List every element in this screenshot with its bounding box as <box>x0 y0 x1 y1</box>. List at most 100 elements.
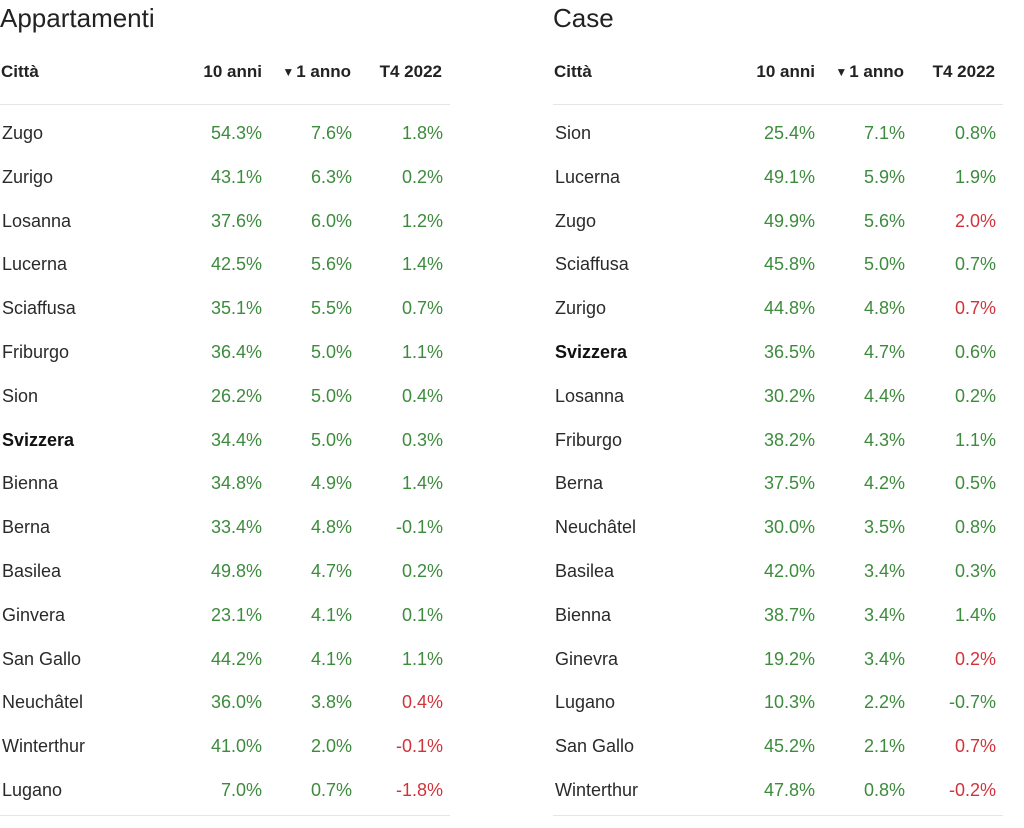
cell-city: Bienna <box>555 604 612 625</box>
cell-1-year: 4.7% <box>310 560 352 581</box>
cell-1-year: 5.0% <box>310 429 352 450</box>
cell-q4-2022: 1.8% <box>401 123 443 143</box>
column-header-q4-2022[interactable]: T4 2022 <box>379 62 442 81</box>
cell-city: Sion <box>2 385 39 406</box>
cell-city: Losanna <box>555 385 625 406</box>
cell-city: Lugano <box>555 692 616 713</box>
cell-q4-2022: 1.2% <box>401 210 443 231</box>
column-header-q4-2022[interactable]: T4 2022 <box>932 62 995 81</box>
table-bottom-divider <box>553 814 1003 816</box>
cell-q4-2022: -0.1% <box>395 517 443 538</box>
cell-1-year: 2.2% <box>863 692 905 713</box>
column-header-1-year[interactable]: ▼ 1 anno <box>835 62 904 82</box>
cell-city: Basilea <box>2 560 62 581</box>
table-body: Sion 25.4% 7.1% 0.8% Lucerna 49.1% 5.9% 1.9% Zug… <box>553 113 1003 816</box>
cell-1-year: 6.0% <box>310 210 352 231</box>
table-row: Berna 37.5% 4.2% 0.5% <box>553 463 1003 507</box>
cell-10-years: 36.4% <box>210 341 262 362</box>
cell-q4-2022: 0.1% <box>401 604 443 625</box>
cell-10-years: 7.0% <box>220 779 262 800</box>
cell-10-years: 34.8% <box>210 473 262 494</box>
cell-10-years: 38.2% <box>763 429 815 450</box>
table-row: Basilea 42.0% 3.4% 0.3% <box>553 551 1003 595</box>
table-row: Sion 25.4% 7.1% 0.8% <box>553 113 1003 157</box>
column-header-10-years[interactable]: 10 anni <box>203 62 262 81</box>
cell-city: Zugo <box>555 210 597 231</box>
table-row: Sciaffusa 35.1% 5.5% 0.7% <box>0 288 450 332</box>
cell-city: Lucerna <box>2 254 68 275</box>
cell-q4-2022: 0.7% <box>401 298 443 319</box>
cell-q4-2022: 1.4% <box>401 254 443 275</box>
cell-10-years: 10.3% <box>763 692 815 713</box>
cell-city: Bienna <box>2 473 59 494</box>
cell-1-year: 4.8% <box>310 517 352 538</box>
cell-10-years: 43.1% <box>210 166 262 187</box>
cell-q4-2022: 1.9% <box>954 166 996 187</box>
cell-10-years: 30.2% <box>763 385 815 406</box>
column-header-10-years[interactable]: 10 anni <box>756 62 815 81</box>
column-header-label: 1 anno <box>849 62 904 81</box>
cell-1-year: 2.0% <box>310 736 352 757</box>
cell-q4-2022: 0.2% <box>954 385 996 406</box>
cell-10-years: 26.2% <box>210 385 262 406</box>
cell-10-years: 54.3% <box>210 123 262 143</box>
cell-1-year: 4.7% <box>863 341 905 362</box>
panel-title: Case <box>553 3 614 33</box>
cell-1-year: 6.3% <box>310 166 352 187</box>
cell-city: Winterthur <box>555 779 639 800</box>
cell-10-years: 49.9% <box>763 210 815 231</box>
cell-10-years: 41.0% <box>210 736 262 757</box>
cell-city: Neuchâtel <box>555 517 637 538</box>
cell-q4-2022: 1.1% <box>954 429 996 450</box>
cell-1-year: 3.5% <box>863 517 905 538</box>
table-row: Friburgo 38.2% 4.3% 1.1% <box>553 420 1003 464</box>
cell-1-year: 7.1% <box>863 123 905 143</box>
cell-10-years: 42.0% <box>763 560 815 581</box>
table-row: Winterthur 47.8% 0.8% -0.2% <box>553 770 1003 814</box>
cell-10-years: 45.8% <box>763 254 815 275</box>
cell-10-years: 44.2% <box>210 648 262 669</box>
panel-title: Appartamenti <box>0 3 155 33</box>
cell-city: Berna <box>2 517 51 538</box>
table-row: Lucerna 42.5% 5.6% 1.4% <box>0 244 450 288</box>
cell-city: Zurigo <box>555 298 607 319</box>
cell-1-year: 5.6% <box>863 210 905 231</box>
cell-city: Sciaffusa <box>555 254 629 275</box>
cell-1-year: 4.8% <box>863 298 905 319</box>
cell-10-years: 23.1% <box>210 604 262 625</box>
cell-1-year: 5.0% <box>310 341 352 362</box>
cell-city: Friburgo <box>555 429 623 450</box>
cell-10-years: 42.5% <box>210 254 262 275</box>
table-row: Zugo 49.9% 5.6% 2.0% <box>553 201 1003 245</box>
cell-1-year: 0.7% <box>310 779 352 800</box>
column-header-label: 1 anno <box>296 62 351 81</box>
table-row: Bienna 38.7% 3.4% 1.4% <box>553 595 1003 639</box>
sort-down-icon: ▼ <box>282 65 295 79</box>
table-row: Zugo 54.3% 7.6% 1.8% <box>0 113 450 157</box>
sort-down-icon: ▼ <box>835 65 848 79</box>
table-body: Zugo 54.3% 7.6% 1.8% Zurigo 43.1% 6.3% 0.2% Losa… <box>0 113 450 816</box>
cell-q4-2022: 0.7% <box>954 298 996 319</box>
cell-1-year: 0.8% <box>863 779 905 800</box>
panel-appartamenti: Appartamenti Città 10 anni ▼ 1 anno T4 20… <box>0 0 450 816</box>
cell-10-years: 30.0% <box>763 517 815 538</box>
column-header-1-year[interactable]: ▼ 1 anno <box>282 62 351 82</box>
cell-1-year: 2.1% <box>863 736 905 757</box>
cell-q4-2022: 0.4% <box>401 385 443 406</box>
table-row: Lucerna 49.1% 5.9% 1.9% <box>553 157 1003 201</box>
cell-city: Ginvera <box>2 604 66 625</box>
cell-1-year: 4.2% <box>863 473 905 494</box>
column-header-city[interactable]: Città <box>554 62 592 81</box>
cell-city: Lucerna <box>555 166 621 187</box>
cell-city: Zurigo <box>2 166 54 187</box>
table-row: Neuchâtel 36.0% 3.8% 0.4% <box>0 682 450 726</box>
cell-city: Basilea <box>555 560 615 581</box>
panel-case: Case Città 10 anni ▼ 1 anno T4 2022 Sion 2… <box>553 0 1003 816</box>
cell-1-year: 7.6% <box>310 123 352 143</box>
cell-10-years: 49.1% <box>763 166 815 187</box>
table-row: Winterthur 41.0% 2.0% -0.1% <box>0 726 450 770</box>
table-row: Sciaffusa 45.8% 5.0% 0.7% <box>553 244 1003 288</box>
column-header-city[interactable]: Città <box>1 62 39 81</box>
cell-10-years: 35.1% <box>210 298 262 319</box>
